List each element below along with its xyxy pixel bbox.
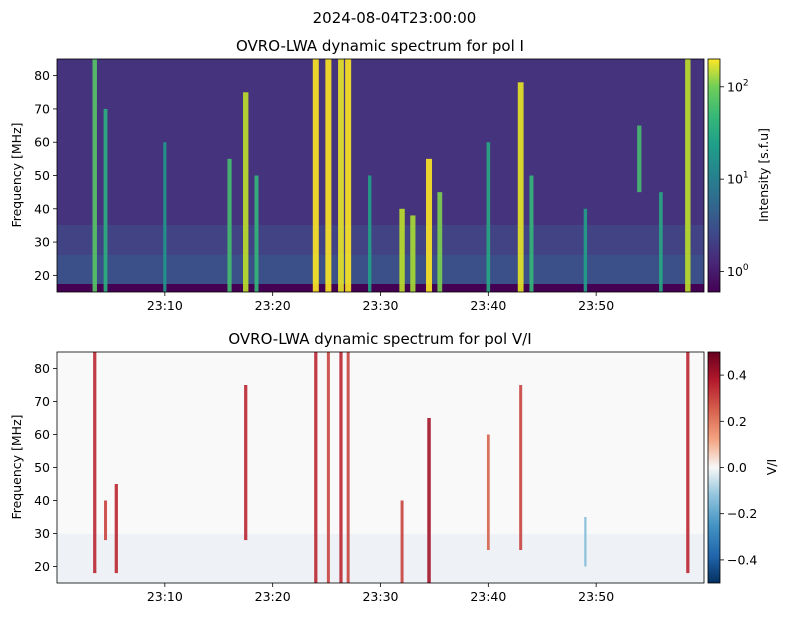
panel-pol-vi-y-tick-label-0: 20 xyxy=(34,559,50,574)
panel-pol-i-burst-2 xyxy=(163,142,167,292)
panel-pol-i: OVRO-LWA dynamic spectrum for pol I 23:1… xyxy=(9,37,771,313)
panel-pol-vi-colorbar-label: V/I xyxy=(764,459,779,475)
panel-pol-i-x-ticks: 23:10 23:20 23:30 23:40 23:50 xyxy=(147,292,614,313)
panel-pol-i-x-tick-label-4: 23:50 xyxy=(578,298,614,313)
panel-pol-i-y-tick-label-3: 50 xyxy=(34,168,50,183)
panel-pol-vi-heatmap xyxy=(57,352,704,583)
panel-pol-i-x-tick-label-2: 23:30 xyxy=(362,298,398,313)
panel-pol-vi-colorbar: 0.4 0.2 0.0 −0.2 −0.4 V/I xyxy=(707,351,779,584)
figure-suptitle: 2024-08-04T23:00:00 xyxy=(313,9,477,27)
panel-pol-i-burst-15 xyxy=(486,142,491,292)
panel-pol-vi-colorbar-tick-label-0: 0.4 xyxy=(727,368,747,383)
panel-pol-vi-burst-2 xyxy=(114,484,118,574)
panel-pol-vi-colorbar-tick-label-3: −0.2 xyxy=(727,506,757,521)
panel-pol-i-burst-14 xyxy=(437,192,443,292)
panel-pol-i-burst-9 xyxy=(345,59,352,292)
panel-pol-vi-colorbar-tick-label-4: −0.4 xyxy=(727,552,757,567)
panel-pol-vi-burst-8 xyxy=(400,500,404,583)
panel-pol-vi-y-tick-label-1: 30 xyxy=(34,526,50,541)
panel-pol-i-burst-0 xyxy=(92,59,97,292)
panel-pol-i-y-tick-label-0: 20 xyxy=(34,268,50,283)
panel-pol-i-ylabel: Frequency [MHz] xyxy=(9,122,24,227)
panel-pol-i-heatmap xyxy=(57,59,704,292)
panel-pol-vi-burst-11 xyxy=(519,385,523,550)
panel-pol-i-burst-17 xyxy=(529,175,534,292)
panel-pol-vi-burst-4 xyxy=(314,352,318,583)
panel-pol-vi-x-tick-label-1: 23:20 xyxy=(255,589,291,604)
panel-pol-i-burst-12 xyxy=(410,215,416,292)
panel-pol-vi-burst-7 xyxy=(346,352,350,583)
panel-pol-i-colorbar-label: Intensity [s.f.u] xyxy=(756,128,771,222)
panel-pol-i-burst-5 xyxy=(254,175,259,292)
panel-pol-i-y-tick-label-1: 30 xyxy=(34,235,50,250)
panel-pol-vi-x-tick-label-4: 23:50 xyxy=(578,589,614,604)
panel-pol-i-y-tick-label-4: 60 xyxy=(34,135,50,150)
panel-pol-i-y-tick-label-6: 80 xyxy=(34,68,50,83)
panel-pol-i-y-tick-label-5: 70 xyxy=(34,101,50,116)
panel-pol-vi-y-tick-label-2: 40 xyxy=(34,493,50,508)
panel-pol-vi-y-tick-label-4: 60 xyxy=(34,427,50,442)
panel-pol-i-x-tick-label-1: 23:20 xyxy=(255,298,291,313)
panel-pol-i-burst-7 xyxy=(325,59,332,292)
panel-pol-i-lowband-2 xyxy=(57,255,704,285)
panel-pol-vi-burst-6 xyxy=(339,352,343,583)
panel-pol-i-burst-21 xyxy=(685,59,691,292)
panel-pol-i-burst-13 xyxy=(426,158,433,292)
panel-pol-i-colorbar-gradient xyxy=(707,58,721,293)
panel-pol-i-colorbar-tick-label-0: 100 xyxy=(727,263,749,279)
panel-pol-vi-y-ticks: 20 30 40 50 60 70 80 xyxy=(34,361,57,574)
panel-pol-vi-colorbar-ticks: 0.4 0.2 0.0 −0.2 −0.4 xyxy=(720,368,757,567)
panel-pol-i-burst-20 xyxy=(659,192,663,292)
panel-pol-vi-colorbar-gradient xyxy=(707,351,721,584)
panel-pol-vi-x-tick-label-0: 23:10 xyxy=(147,589,183,604)
panel-pol-vi-colorbar-tick-label-1: 0.2 xyxy=(727,414,747,429)
panel-pol-vi-y-tick-label-3: 50 xyxy=(34,460,50,475)
panel-pol-i-burst-10 xyxy=(368,175,372,292)
panel-pol-vi-burst-9 xyxy=(427,418,431,583)
panel-pol-vi-burst-1 xyxy=(104,500,108,541)
panel-pol-vi-colorbar-tick-label-2: 0.0 xyxy=(727,460,747,475)
panel-pol-i-burst-11 xyxy=(399,208,405,292)
panel-pol-i-x-tick-label-3: 23:40 xyxy=(470,298,506,313)
panel-pol-i-title: OVRO-LWA dynamic spectrum for pol I xyxy=(236,37,524,55)
panel-pol-vi-burst-13 xyxy=(686,352,690,574)
panel-pol-i-bottom-band xyxy=(57,284,704,292)
panel-pol-vi-burst-0 xyxy=(93,352,97,574)
panel-pol-i-burst-4 xyxy=(243,92,249,292)
panel-pol-i-burst-3 xyxy=(227,158,232,292)
panel-pol-i-burst-16 xyxy=(517,82,524,292)
panel-pol-i-colorbar: 100 101 102 Intensity [s.f.u] xyxy=(707,58,771,293)
panel-pol-vi-x-ticks: 23:10 23:20 23:30 23:40 23:50 xyxy=(147,583,614,604)
panel-pol-vi-y-tick-label-6: 80 xyxy=(34,361,50,376)
panel-pol-vi-burst-12 xyxy=(584,517,587,567)
panel-pol-i-burst-18 xyxy=(583,208,588,292)
panel-pol-vi-y-tick-label-5: 70 xyxy=(34,394,50,409)
panel-pol-i-colorbar-tick-label-1: 101 xyxy=(727,171,749,187)
panel-pol-i-burst-6 xyxy=(312,59,319,292)
panel-pol-vi-x-tick-label-3: 23:40 xyxy=(470,589,506,604)
panel-pol-vi: OVRO-LWA dynamic spectrum for pol V/I 23… xyxy=(9,330,779,604)
panel-pol-i-y-ticks: 20 30 40 50 60 70 80 xyxy=(34,68,57,283)
panel-pol-i-features xyxy=(92,59,691,292)
panel-pol-vi-ylabel: Frequency [MHz] xyxy=(9,414,24,519)
panel-pol-i-burst-8 xyxy=(338,59,344,292)
panel-pol-vi-x-tick-label-2: 23:30 xyxy=(362,589,398,604)
panel-pol-vi-features xyxy=(93,352,690,583)
panel-pol-vi-burst-10 xyxy=(486,434,490,550)
panel-pol-vi-title: OVRO-LWA dynamic spectrum for pol V/I xyxy=(228,330,531,348)
panel-pol-i-colorbar-ticks: 100 101 102 xyxy=(720,78,749,279)
panel-pol-i-colorbar-tick-label-2: 102 xyxy=(727,78,749,94)
panel-pol-vi-lowband xyxy=(57,534,704,583)
panel-pol-i-burst-1 xyxy=(103,108,108,292)
panel-pol-i-y-tick-label-2: 40 xyxy=(34,201,50,216)
panel-pol-vi-burst-3 xyxy=(244,385,248,541)
panel-pol-vi-burst-5 xyxy=(326,352,330,583)
panel-pol-i-x-tick-label-0: 23:10 xyxy=(147,298,183,313)
panel-pol-i-burst-19 xyxy=(637,125,642,193)
